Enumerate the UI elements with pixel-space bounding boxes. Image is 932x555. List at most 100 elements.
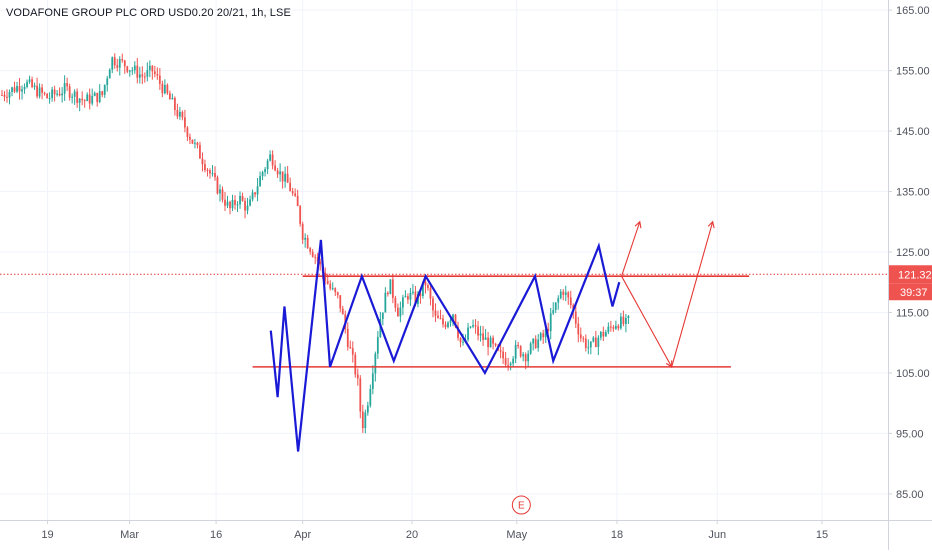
candle-body	[522, 354, 525, 357]
candle-body	[319, 261, 322, 265]
candle-body	[176, 109, 179, 117]
candle-body	[314, 256, 317, 258]
projection-arrowhead	[634, 220, 642, 229]
candle-body	[462, 341, 464, 343]
candle-body	[71, 96, 74, 98]
x-tick-label: Apr	[294, 529, 311, 541]
candle-body	[482, 333, 484, 340]
candle-body	[587, 347, 590, 349]
candle-body	[56, 93, 59, 95]
candle-body	[472, 325, 474, 327]
time-axis-background	[0, 520, 932, 550]
candle-body	[234, 199, 236, 205]
candle-body	[103, 84, 106, 95]
candle-body	[194, 142, 196, 144]
y-tick-label: 105.00	[896, 368, 930, 380]
candle-body	[469, 326, 472, 328]
countdown-label: 39:37	[900, 287, 928, 299]
candle-body	[163, 84, 166, 94]
candle-body	[153, 71, 156, 75]
candle-body	[111, 57, 114, 70]
candle-body	[369, 388, 372, 406]
candle-body	[614, 325, 617, 329]
candle-body	[309, 248, 312, 252]
candle-body	[602, 331, 605, 337]
candle-body	[239, 195, 241, 205]
candle-body	[334, 288, 337, 293]
candle-body	[494, 343, 497, 346]
candle-body	[599, 331, 602, 338]
candle-body	[244, 200, 246, 211]
candle-body	[178, 111, 181, 117]
candle-body	[209, 170, 211, 174]
candle-body	[624, 317, 627, 324]
candle-body	[284, 173, 287, 182]
candle-body	[241, 195, 244, 201]
candle-body	[201, 158, 204, 165]
candle-body	[567, 292, 570, 298]
candle-body	[579, 334, 582, 339]
candle-body	[432, 298, 434, 311]
candle-body	[279, 171, 282, 175]
projection-arrowhead	[707, 220, 715, 229]
candle-body	[549, 313, 552, 332]
candles	[1, 53, 630, 434]
candle-body	[349, 347, 352, 349]
candle-body	[557, 298, 560, 303]
candle-body	[171, 97, 174, 100]
candle-body	[13, 87, 16, 92]
x-tick-label: May	[506, 529, 527, 541]
candle-body	[83, 100, 86, 102]
candle-body	[559, 291, 562, 299]
candle-body	[281, 171, 284, 182]
candle-body	[329, 283, 332, 289]
candle-body	[361, 411, 364, 429]
candle-body	[459, 337, 462, 343]
candle-body	[609, 326, 612, 328]
candle-body	[502, 351, 505, 359]
candle-body	[131, 70, 134, 72]
candle-body	[529, 343, 532, 354]
candle-body	[151, 65, 154, 72]
y-tick-label: 165.00	[896, 5, 930, 17]
candle-body	[492, 337, 494, 344]
drawings[interactable]: E	[0, 220, 888, 515]
candle-body	[36, 85, 38, 97]
candle-body	[452, 314, 454, 321]
candle-body	[534, 338, 537, 348]
candle-body	[166, 84, 169, 94]
candle-body	[141, 74, 144, 77]
x-tick-label: 18	[611, 529, 623, 541]
candle-body	[306, 237, 309, 249]
candle-body	[577, 323, 580, 335]
candle-body	[296, 195, 299, 207]
candle-body	[88, 94, 91, 104]
candle-body	[394, 297, 397, 308]
candle-body	[617, 325, 620, 329]
candle-body	[161, 83, 164, 94]
candle-body	[381, 312, 384, 319]
candle-body	[184, 117, 186, 128]
candle-body	[91, 95, 94, 104]
candle-body	[524, 354, 527, 362]
candle-body	[597, 337, 600, 348]
candle-body	[439, 318, 442, 320]
grid	[0, 0, 888, 520]
candle-body	[189, 136, 191, 140]
candle-body	[249, 199, 251, 206]
candle-body	[78, 98, 81, 103]
candle-body	[173, 97, 176, 110]
candle-body	[399, 307, 402, 317]
candle-body	[291, 191, 294, 194]
candle-body	[354, 354, 357, 375]
candle-body	[326, 280, 329, 284]
candle-body	[582, 338, 585, 340]
candle-body	[126, 66, 129, 72]
candle-body	[619, 316, 622, 329]
candle-body	[412, 291, 414, 293]
candle-body	[254, 192, 256, 195]
y-tick-label: 95.00	[896, 428, 924, 440]
candle-body	[138, 74, 141, 78]
